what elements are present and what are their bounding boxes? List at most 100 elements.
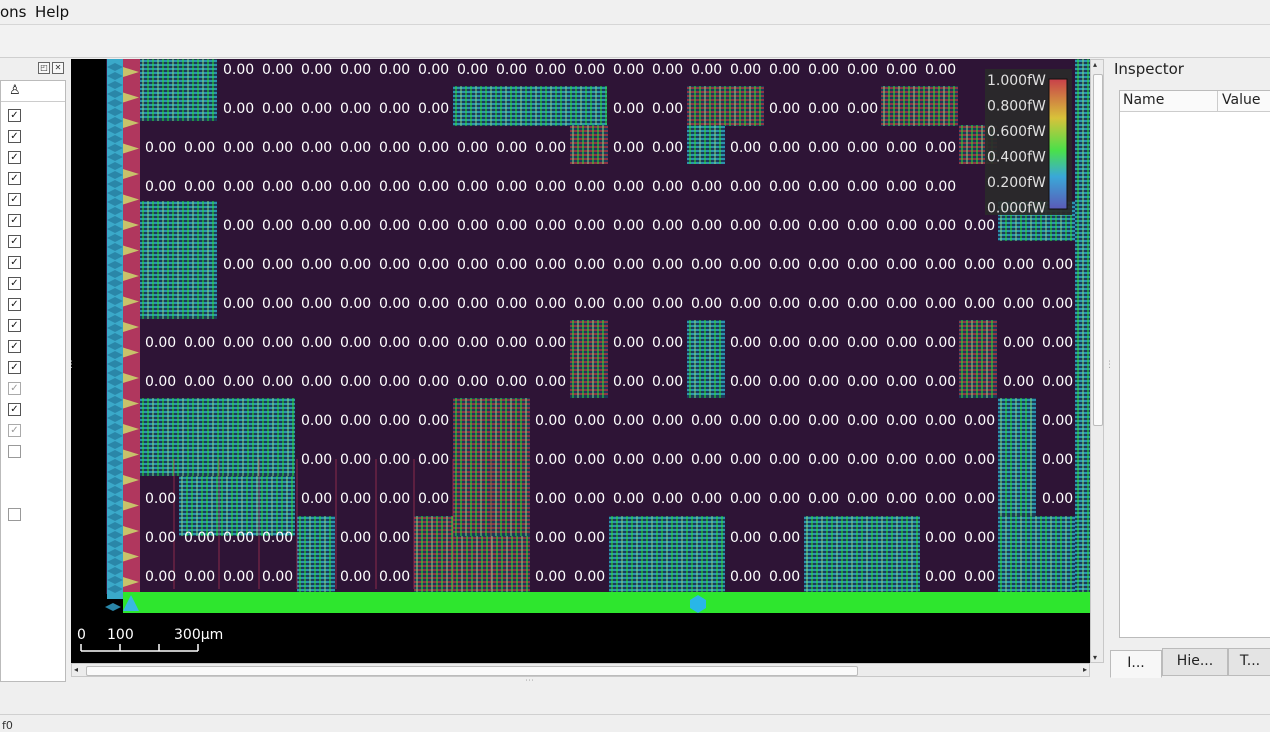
close-icon[interactable]: ✕: [52, 62, 64, 74]
io-pad: [107, 477, 123, 485]
layout-canvas[interactable]: 0.00 0.00 0.00 0.00 0.00 0.00 0.00 0.00 0.00 0.00…: [71, 59, 1090, 663]
layer-visibility-checkbox[interactable]: ✓: [8, 382, 21, 395]
io-pad: [107, 108, 123, 116]
power-value: 0.00: [691, 218, 722, 234]
power-value: 0.00: [457, 374, 488, 390]
power-value: 0.00: [262, 140, 293, 156]
scroll-up-icon[interactable]: ▴: [1093, 60, 1098, 69]
power-value: 0.00: [418, 140, 449, 156]
power-value: 0.00: [301, 218, 332, 234]
power-value: 0.00: [925, 62, 956, 78]
power-value: 0.00: [223, 179, 254, 195]
layer-visibility-checkbox[interactable]: ✓: [8, 172, 21, 185]
power-value: 0.00: [613, 296, 644, 312]
io-pad: [107, 99, 123, 107]
power-value: 0.00: [691, 296, 722, 312]
inspector-dock: Inspector Name Value I... Hie... T...: [1108, 58, 1270, 678]
layer-visibility-checkbox[interactable]: ✓: [8, 424, 21, 437]
io-pad: [107, 261, 123, 269]
power-value: 0.00: [223, 257, 254, 273]
power-value: 0.00: [340, 218, 371, 234]
power-value: 0.00: [691, 257, 722, 273]
power-value: 0.00: [457, 179, 488, 195]
power-value: 0.00: [964, 257, 995, 273]
power-value: 0.00: [652, 452, 683, 468]
power-value: 0.00: [1003, 335, 1034, 351]
scroll-left-icon[interactable]: ◂: [74, 665, 79, 674]
power-value: 0.00: [262, 257, 293, 273]
selectable-icon[interactable]: ♙: [9, 83, 21, 98]
power-value: 0.00: [613, 413, 644, 429]
menu-options[interactable]: ons: [0, 3, 27, 21]
power-value: 0.00: [301, 101, 332, 117]
power-value: 0.00: [535, 374, 566, 390]
layer-visibility-checkbox[interactable]: ✓: [8, 361, 21, 374]
power-value: 0.00: [886, 62, 917, 78]
power-value: 0.00: [418, 335, 449, 351]
power-value: 0.00: [964, 452, 995, 468]
scroll-right-icon[interactable]: ▸: [1082, 665, 1087, 674]
power-value: 0.00: [925, 413, 956, 429]
power-value: 0.00: [847, 257, 878, 273]
horizontal-scroll-thumb[interactable]: [86, 666, 858, 676]
layer-visibility-checkbox[interactable]: ✓: [8, 277, 21, 290]
power-value: 0.00: [730, 335, 761, 351]
power-value: 0.00: [925, 569, 956, 585]
power-value: 0.00: [730, 179, 761, 195]
layer-visibility-checkbox[interactable]: [8, 445, 21, 458]
layer-visibility-checkbox[interactable]: ✓: [8, 340, 21, 353]
power-value: 0.00: [145, 530, 176, 546]
power-value: 0.00: [535, 530, 566, 546]
power-value: 0.00: [457, 335, 488, 351]
float-icon[interactable]: ◰: [38, 62, 50, 74]
vertical-scroll-thumb[interactable]: [1093, 74, 1103, 426]
layer-visibility-checkbox[interactable]: ✓: [8, 109, 21, 122]
power-value: 0.00: [301, 491, 332, 507]
layer-visibility-checkbox[interactable]: ✓: [8, 235, 21, 248]
column-value[interactable]: Value: [1222, 92, 1261, 108]
scroll-down-icon[interactable]: ▾: [1093, 653, 1098, 662]
power-value: 0.00: [379, 296, 410, 312]
io-pad: [107, 288, 123, 296]
column-name[interactable]: Name: [1123, 92, 1165, 108]
power-value: 0.00: [301, 296, 332, 312]
layer-visibility-checkbox[interactable]: ✓: [8, 214, 21, 227]
power-value: 0.00: [184, 335, 215, 351]
layer-visibility-checkbox[interactable]: ✓: [8, 151, 21, 164]
right-splitter-handle[interactable]: ⋮: [1105, 360, 1114, 370]
layer-visibility-checkbox[interactable]: ✓: [8, 298, 21, 311]
layer-visibility-checkbox[interactable]: ✓: [8, 319, 21, 332]
tab-hierarchy[interactable]: Hie...: [1162, 648, 1228, 676]
power-value: 0.00: [691, 62, 722, 78]
macro-block: [687, 320, 725, 398]
column-divider: [1217, 91, 1218, 111]
menu-help[interactable]: Help: [35, 3, 70, 21]
power-value: 0.00: [964, 296, 995, 312]
inspector-table[interactable]: Name Value: [1119, 90, 1270, 638]
power-value: 0.00: [340, 335, 371, 351]
power-value: 0.00: [418, 296, 449, 312]
layout-viewport[interactable]: 0.00 0.00 0.00 0.00 0.00 0.00 0.00 0.00 0.00 0.00…: [71, 59, 1090, 663]
tab-timing[interactable]: T...: [1228, 648, 1270, 676]
vertical-scrollbar[interactable]: ▴ ▾: [1090, 59, 1104, 663]
bottom-splitter-handle[interactable]: ⋯: [525, 676, 534, 686]
layer-visibility-checkbox[interactable]: ✓: [8, 256, 21, 269]
tab-inspector[interactable]: I...: [1110, 650, 1162, 678]
power-value: 0.00: [769, 569, 800, 585]
power-value: 0.00: [847, 413, 878, 429]
horizontal-scrollbar[interactable]: ◂ ▸: [71, 663, 1090, 677]
power-value: 0.00: [418, 179, 449, 195]
power-value: 0.00: [379, 413, 410, 429]
macro-block: [297, 516, 335, 594]
power-value: 0.00: [535, 257, 566, 273]
legend-label: 0.800fW: [987, 99, 1046, 115]
io-pad: [107, 63, 123, 71]
left-splitter-handle[interactable]: ⋮: [67, 360, 76, 370]
power-value: 0.00: [418, 257, 449, 273]
power-value: 0.00: [574, 452, 605, 468]
layer-visibility-checkbox[interactable]: [8, 508, 21, 521]
layer-visibility-checkbox[interactable]: ✓: [8, 193, 21, 206]
power-value: 0.00: [340, 257, 371, 273]
layer-visibility-checkbox[interactable]: ✓: [8, 403, 21, 416]
layer-visibility-checkbox[interactable]: ✓: [8, 130, 21, 143]
